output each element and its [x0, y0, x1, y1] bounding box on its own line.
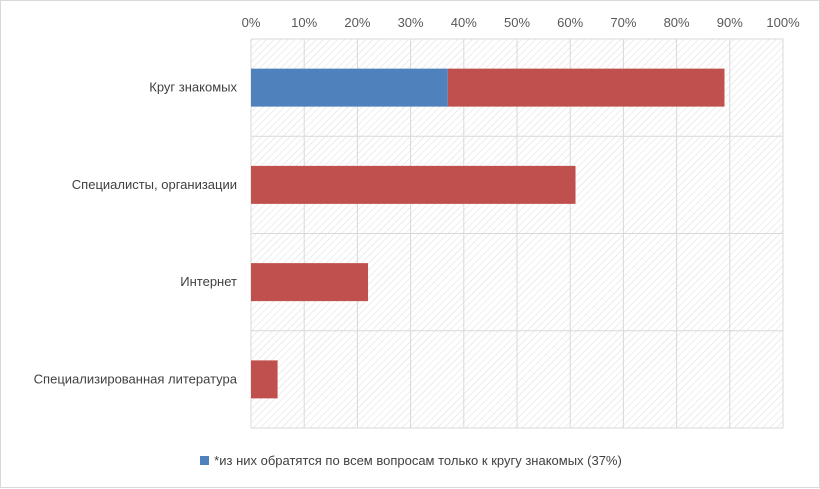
x-tick-label: 60%: [557, 15, 583, 30]
category-label: Интернет: [180, 274, 237, 289]
x-axis-tick-labels: 0% 10% 20% 30% 40% 50% 60% 70% 80% 90% 100%: [242, 15, 800, 30]
bars: [251, 68, 725, 399]
x-tick-label: 80%: [664, 15, 690, 30]
bar-segment-red: [447, 68, 725, 107]
category-label: Круг знакомых: [149, 80, 237, 95]
bar-segment-red: [251, 360, 278, 399]
x-tick-label: 100%: [766, 15, 800, 30]
legend: *из них обратятся по всем вопросам тольк…: [1, 453, 820, 468]
x-tick-label: 20%: [344, 15, 370, 30]
bar-segment-blue: [251, 68, 448, 107]
x-tick-label: 30%: [398, 15, 424, 30]
x-tick-label: 70%: [610, 15, 636, 30]
bar-segment-red: [251, 263, 369, 302]
x-tick-label: 40%: [451, 15, 477, 30]
category-label: Специализированная литература: [34, 371, 238, 386]
category-label: Специалисты, организации: [72, 177, 237, 192]
legend-label: *из них обратятся по всем вопросам тольк…: [214, 453, 622, 468]
legend-swatch-blue: [200, 456, 210, 465]
y-axis-category-labels: Круг знакомых Специалисты, организации Инт…: [34, 80, 238, 387]
x-tick-label: 0%: [242, 15, 261, 30]
x-tick-label: 90%: [717, 15, 743, 30]
bar-segment-red: [251, 165, 576, 204]
x-tick-label: 50%: [504, 15, 530, 30]
x-tick-label: 10%: [291, 15, 317, 30]
